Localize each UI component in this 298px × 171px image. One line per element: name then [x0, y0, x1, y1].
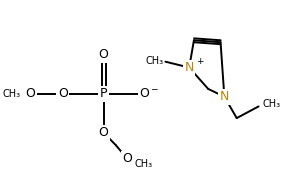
Text: O: O	[122, 152, 132, 165]
Text: P: P	[100, 87, 107, 100]
Text: CH₃: CH₃	[262, 100, 280, 109]
Text: +: +	[196, 57, 203, 66]
Text: O: O	[99, 48, 108, 61]
Text: O: O	[99, 126, 108, 139]
Text: N: N	[184, 61, 194, 74]
Text: N: N	[220, 90, 229, 103]
Text: CH₃: CH₃	[135, 159, 153, 169]
Text: O: O	[26, 87, 35, 100]
Text: O: O	[58, 87, 68, 100]
Text: CH₃: CH₃	[145, 56, 164, 66]
Text: CH₃: CH₃	[3, 89, 21, 99]
Text: O: O	[139, 87, 149, 100]
Text: −: −	[150, 84, 157, 93]
